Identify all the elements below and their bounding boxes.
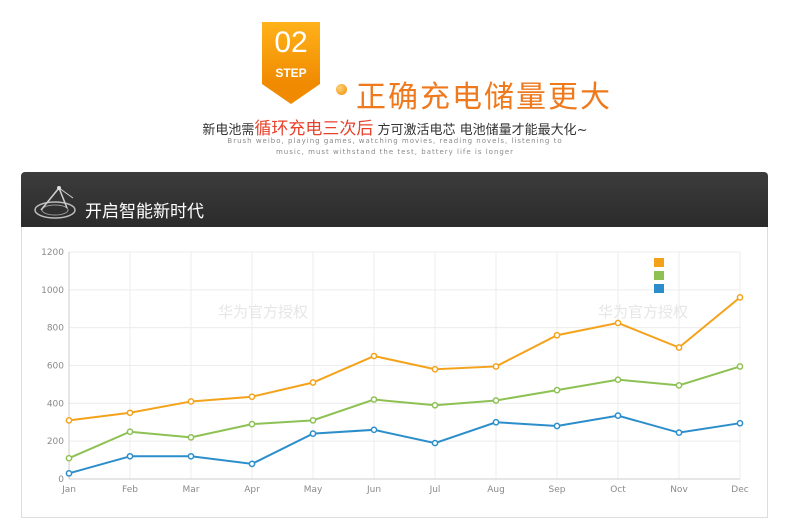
data-point [65,417,73,424]
chart-grid [68,251,741,480]
watermark-text: 华为官方授权 [598,303,688,321]
data-point [492,418,500,426]
panel-header: 开启智能新时代 [21,172,768,227]
x-axis: Jan Feb Mar Apr May Jun Jul Aug Sep Oct Nov Dec [61,478,749,495]
chart-panel: 华为官方授权 华为官方授权 0 200 400 600 800 1000 1200 Jan Fe… [21,227,768,518]
data-point [492,363,500,370]
data-point [126,428,134,436]
english-line-2: music, must withstand the test, battery … [275,148,515,156]
data-point [614,412,622,419]
x-tick-label: Oct [610,485,626,495]
data-point [492,397,500,404]
y-tick-label: 0 [58,475,64,485]
data-point [309,379,317,386]
step-badge: 02 STEP [262,22,320,104]
y-tick-label: 200 [47,437,64,447]
legend-swatch [654,271,664,280]
x-tick-label: Nov [670,485,688,495]
x-tick-label: Mar [183,485,200,495]
subline-highlight: 循环充电三次后 [254,119,374,139]
x-tick-label: May [304,485,323,495]
bullet-dot-icon [336,84,347,95]
x-tick-label: Jul [429,485,441,495]
data-point [248,420,256,428]
satellite-dish-icon [34,186,76,219]
y-tick-label: 800 [47,324,64,334]
english-line-1: Brush weibo, playing games, watching mov… [227,137,563,145]
data-point [187,434,195,441]
y-tick-label: 1200 [41,248,64,258]
x-tick-label: Dec [731,485,748,495]
data-point [65,469,73,477]
data-point [370,426,378,434]
series-line [68,365,741,460]
subline-suffix: 方可激活电芯 电池储量才能最大化~ [373,123,588,138]
data-point [248,393,256,401]
data-point [736,363,744,370]
panel-title: 开启智能新时代 [85,202,204,222]
data-point [431,401,439,409]
data-point [675,429,683,437]
line-chart: 华为官方授权 华为官方授权 0 200 400 600 800 1000 1200 Jan Fe… [41,248,749,495]
y-tick-label: 600 [47,362,64,372]
x-tick-label: Jan [61,485,76,495]
data-point [553,331,561,339]
y-tick-label: 1000 [41,286,64,296]
x-tick-label: Jun [366,485,381,495]
step-number: 02 [274,26,308,59]
data-point [370,396,378,403]
data-point [736,419,744,427]
watermark-text: 华为官方授权 [218,303,308,321]
data-point [614,376,622,384]
data-point [553,386,561,394]
data-point [309,430,317,437]
headline: 正确充电储量更大 [356,80,612,115]
step-label: STEP [275,66,307,80]
data-point [614,319,622,327]
data-point [431,439,439,447]
series-lines [65,294,744,477]
y-axis: 0 200 400 600 800 1000 1200 [41,248,70,485]
subline: 新电池需循环充电三次后 方可激活电芯 电池储量才能最大化~ [0,114,790,139]
watermark-layer: 华为官方授权 华为官方授权 [218,303,688,321]
legend-swatch [654,258,664,267]
data-point [675,344,683,351]
subline-prefix: 新电池需 [202,123,255,138]
y-tick-label: 400 [47,399,64,409]
data-point [126,409,134,417]
series-line [68,296,741,422]
x-tick-label: Sep [549,485,566,495]
data-point [370,352,378,360]
series-line [68,414,741,475]
legend-swatch [654,284,664,293]
data-point [553,422,561,430]
data-point [187,398,195,405]
data-point [675,382,683,389]
x-tick-label: Feb [122,485,138,495]
data-point [187,452,195,460]
data-point [126,452,134,460]
legend [654,258,664,293]
x-tick-label: Apr [244,485,260,495]
x-tick-label: Aug [487,485,505,495]
data-point [65,454,73,462]
data-point [431,365,439,373]
data-point [736,294,744,301]
data-point [309,417,317,424]
data-point [248,460,256,468]
